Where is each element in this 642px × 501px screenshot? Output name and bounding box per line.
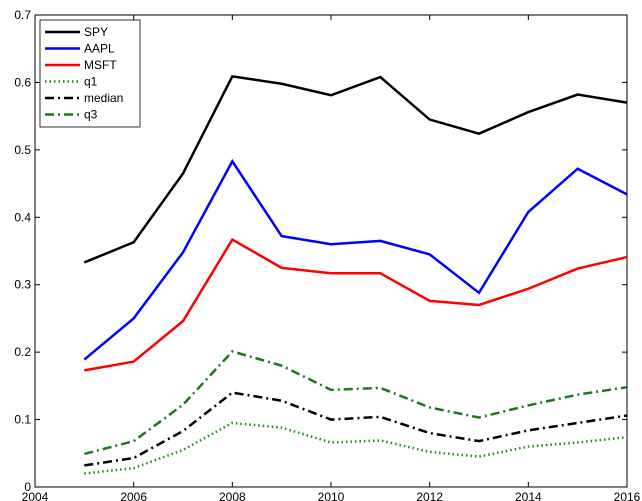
y-tick-label: 0.4: [14, 210, 31, 224]
legend-label: median: [84, 91, 123, 105]
series-line: [83, 74, 628, 264]
x-tick-label: 2014: [515, 490, 542, 501]
x-tick-label: 2008: [219, 490, 246, 501]
y-tick-label: 0.5: [14, 143, 31, 157]
x-tick-label: 2006: [120, 490, 147, 501]
x-tick-label: 2010: [318, 490, 345, 501]
x-tick-label: 2004: [22, 490, 49, 501]
y-tick-label: 0: [24, 480, 31, 494]
y-tick-label: 0.3: [14, 278, 31, 292]
legend-label: MSFT: [84, 58, 117, 72]
legend-label: q1: [84, 75, 98, 89]
legend-label: AAPL: [84, 42, 115, 56]
y-tick-label: 0.7: [14, 8, 31, 22]
y-tick-label: 0.1: [14, 413, 31, 427]
series-line: [84, 237, 628, 372]
y-tick-label: 0.2: [14, 345, 31, 359]
x-tick-label: 2016: [614, 490, 641, 501]
legend-box: [39, 19, 141, 128]
series-line: [84, 350, 628, 456]
legend-label: SPY: [84, 25, 108, 39]
x-tick-label: 2012: [416, 490, 443, 501]
series-line: [84, 421, 628, 475]
series-line: [84, 391, 628, 467]
y-tick-label: 0.6: [14, 75, 31, 89]
series-line: [83, 158, 628, 361]
legend-label: q3: [84, 108, 98, 122]
